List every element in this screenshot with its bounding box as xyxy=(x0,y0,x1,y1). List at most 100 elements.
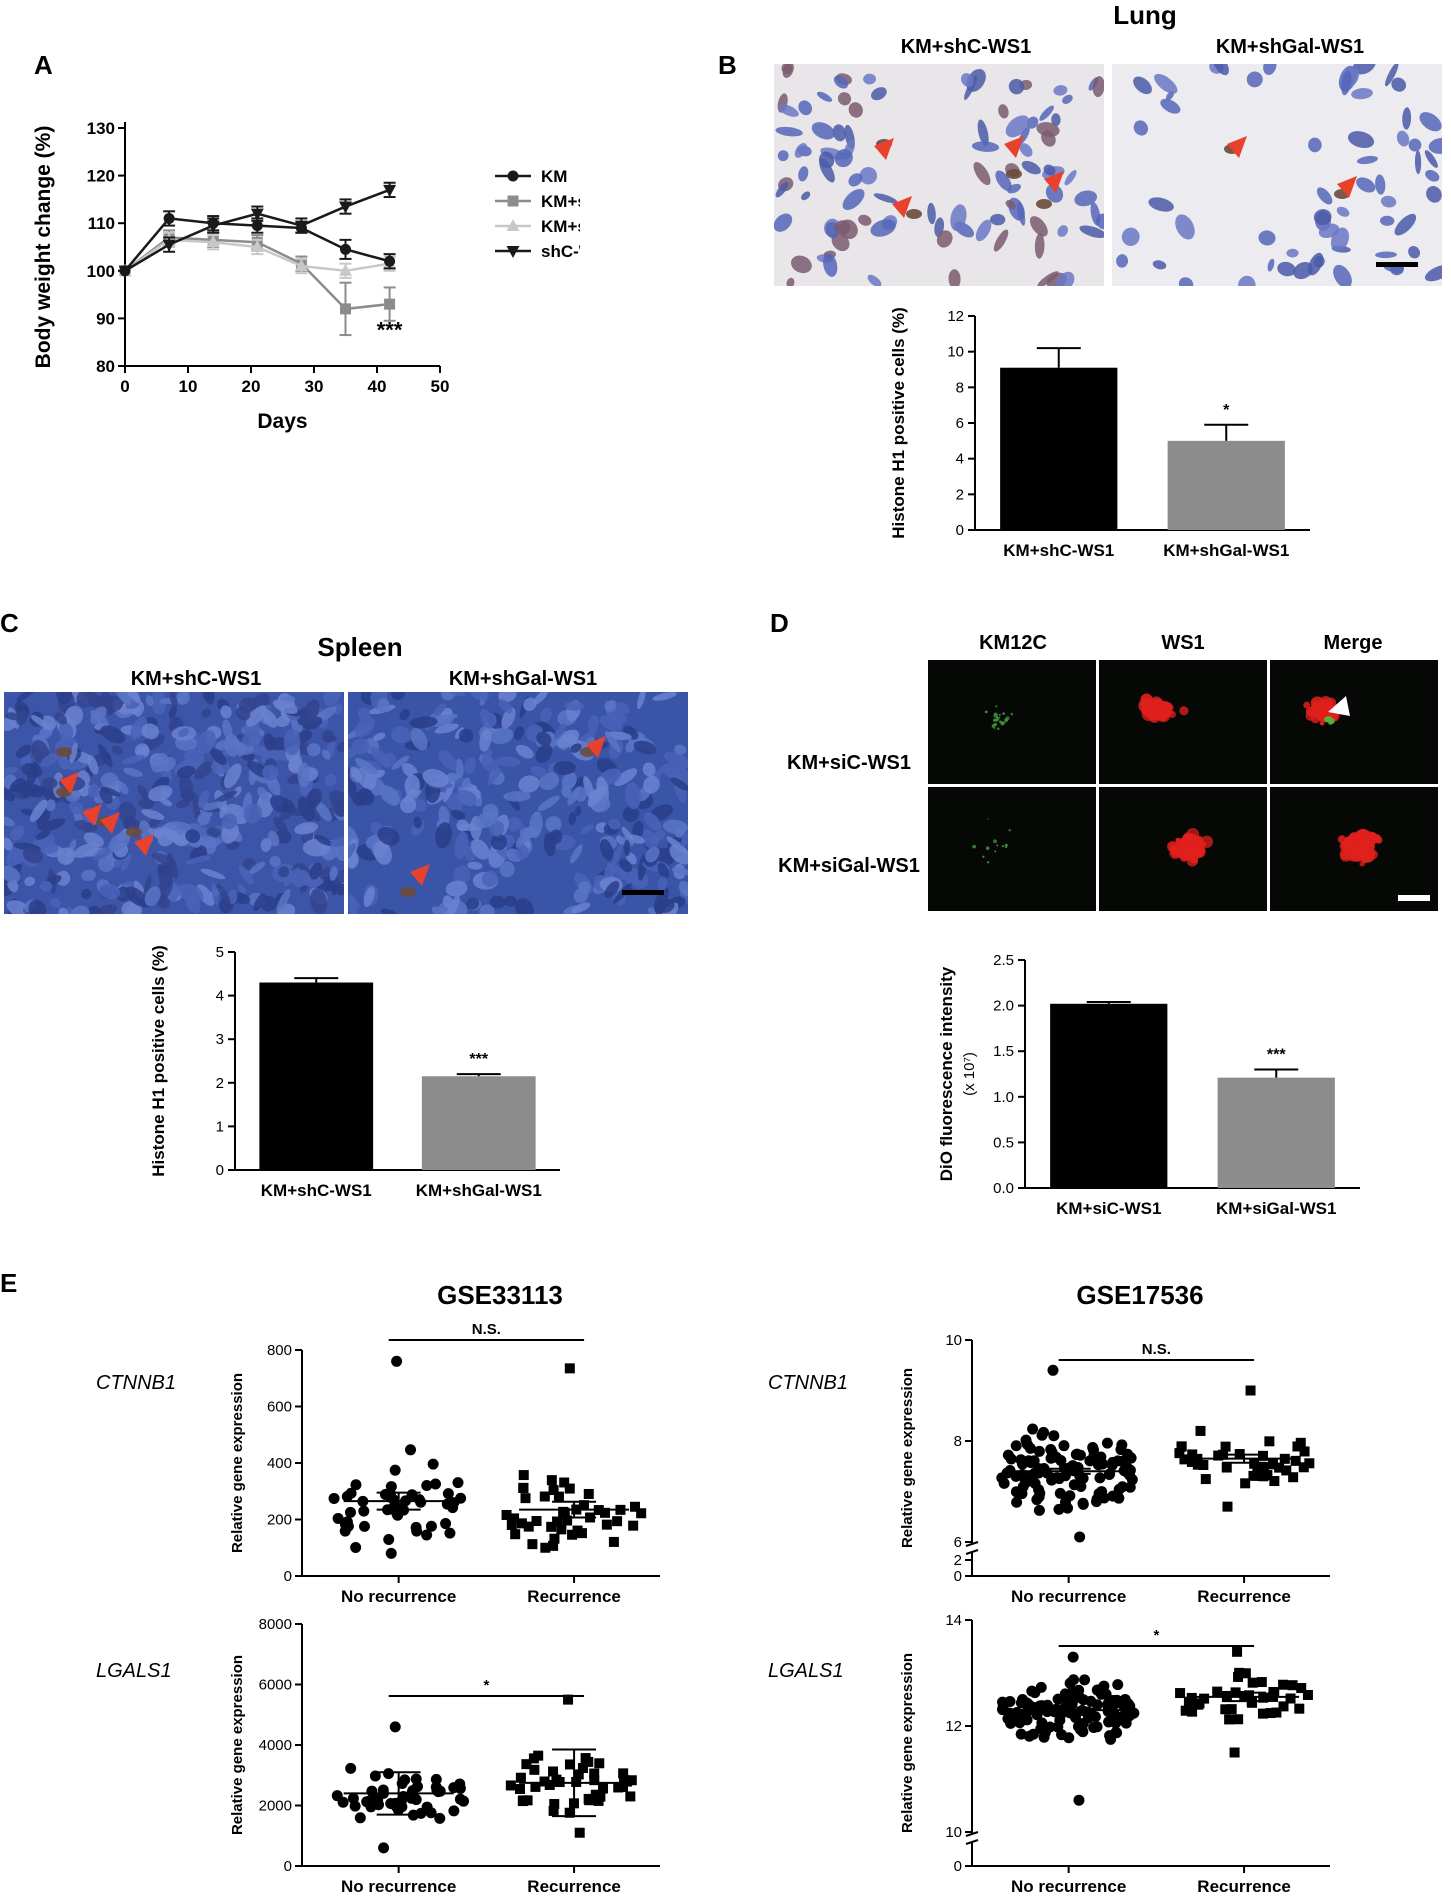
arrowhead-icon xyxy=(1044,171,1064,193)
cell-nucleus xyxy=(1074,190,1098,207)
data-point xyxy=(1125,1452,1137,1464)
cell-nucleus xyxy=(561,772,577,790)
cell-nucleus xyxy=(83,832,104,848)
fluo-image-sic-ws1 xyxy=(1099,660,1267,784)
cell-nucleus xyxy=(450,809,466,821)
cell-nucleus xyxy=(49,897,61,908)
y-tick-label: 400 xyxy=(267,1455,292,1472)
data-point xyxy=(392,1509,404,1521)
cell-nucleus xyxy=(870,219,896,237)
arrowhead-icon xyxy=(1227,136,1247,158)
data-point xyxy=(448,1805,460,1817)
y-tick-label: 12 xyxy=(945,1718,962,1735)
data-point xyxy=(1226,1704,1237,1715)
data-point xyxy=(549,1798,560,1809)
x-tick-label: KM+shGal-WS1 xyxy=(416,1181,542,1200)
cell-nucleus xyxy=(10,825,25,841)
cell-nucleus xyxy=(518,775,540,793)
y-tick-label: 120 xyxy=(87,167,115,186)
cell-nucleus xyxy=(1263,64,1277,75)
cell-nucleus xyxy=(611,844,623,868)
data-point xyxy=(509,1513,520,1524)
cell-nucleus xyxy=(540,707,552,722)
arrowhead-icon xyxy=(82,804,102,826)
cell-nucleus xyxy=(93,845,114,861)
fluorescent-cell xyxy=(1344,836,1353,845)
cell-nucleus xyxy=(125,886,148,907)
cell-nucleus xyxy=(213,790,238,804)
data-point xyxy=(1060,1693,1072,1705)
arrowhead-icon xyxy=(1004,136,1024,158)
lung-micrograph-shgal xyxy=(1112,64,1442,286)
data-point xyxy=(1034,1487,1046,1499)
cell-nucleus xyxy=(348,748,357,759)
cell-nucleus xyxy=(122,692,142,704)
y-tick-label: 200 xyxy=(267,1512,292,1529)
body-weight-line-chart: 80 90 100 110 120 130 0 10 20 30 40 50 Days Body weig… xyxy=(32,119,580,433)
legend-label: shC-WS1 xyxy=(541,242,580,261)
fluorescent-cell xyxy=(993,718,997,722)
cell-nucleus xyxy=(197,812,211,826)
data-point xyxy=(523,1521,534,1532)
data-point xyxy=(250,208,264,221)
y-tick-label: 3 xyxy=(216,1031,224,1048)
cell-nucleus xyxy=(399,709,410,721)
cell-nucleus xyxy=(678,881,688,897)
cell-nucleus xyxy=(1133,120,1149,136)
axis-break-mark xyxy=(965,1549,979,1555)
lung-image-label-1: KM+shC-WS1 xyxy=(900,36,1032,58)
fluorescent-cell xyxy=(993,723,997,727)
data-point xyxy=(1285,1693,1296,1704)
data-point xyxy=(626,1775,637,1786)
cell-nucleus xyxy=(117,781,129,795)
fluorescent-cell xyxy=(1002,712,1006,716)
cell-nucleus xyxy=(1307,252,1324,276)
data-point xyxy=(1047,1364,1059,1376)
y-tick-label: 80 xyxy=(96,357,115,376)
fluorescent-cell xyxy=(1005,716,1010,721)
data-point xyxy=(385,1547,397,1559)
cell-nucleus xyxy=(571,902,591,914)
cell-nucleus xyxy=(99,787,113,804)
data-point xyxy=(1058,1440,1070,1452)
data-point xyxy=(251,220,263,232)
cell-nucleus xyxy=(30,715,49,728)
axis-break-mark xyxy=(965,1839,979,1845)
dataset-title-gse17536: GSE17536 xyxy=(1076,1280,1204,1310)
x-tick-label: 50 xyxy=(431,377,450,396)
cell-nucleus xyxy=(438,749,458,771)
data-point xyxy=(1054,1487,1066,1499)
x-tick-label: 10 xyxy=(179,377,198,396)
data-point xyxy=(1257,1450,1268,1461)
data-point xyxy=(372,1794,384,1806)
cell-nucleus xyxy=(57,847,75,865)
cell-nucleus xyxy=(221,813,238,830)
y-tick-label: 5 xyxy=(216,944,224,961)
arrowhead-icon xyxy=(892,196,912,218)
cell-nucleus xyxy=(201,708,212,719)
cell-nucleus xyxy=(29,784,39,798)
cell-nucleus xyxy=(564,701,585,711)
cell-nucleus xyxy=(1005,200,1016,209)
cell-nucleus xyxy=(671,866,688,876)
data-point xyxy=(1014,1717,1026,1729)
cell-nucleus xyxy=(1246,71,1263,88)
data-point xyxy=(1015,1728,1027,1740)
cell-nucleus xyxy=(40,752,60,767)
data-point xyxy=(549,1533,560,1544)
cell-nucleus xyxy=(263,733,276,751)
cell-nucleus xyxy=(1008,78,1025,95)
cell-nucleus xyxy=(1095,213,1104,230)
cell-nucleus xyxy=(65,906,75,914)
data-point xyxy=(1107,1490,1119,1502)
cell-nucleus xyxy=(1424,150,1438,168)
data-point xyxy=(1059,1496,1071,1508)
cell-nucleus xyxy=(300,699,320,726)
fluo-image-sigal-km12c xyxy=(928,787,1096,911)
cell-nucleus xyxy=(283,867,301,887)
cell-nucleus xyxy=(626,852,637,865)
cell-nucleus xyxy=(533,692,548,705)
lung-histone-bar-chart: 0 2 4 6 8 10 12 KM+shC-WS1 * KM+shGal-WS1 Histone … xyxy=(889,307,1310,560)
data-point xyxy=(1274,1462,1285,1473)
dio-fluorescence-bar-chart: 0.0 0.5 1.0 1.5 2.0 2.5 KM+siC-WS1 *** KM+siGal-… xyxy=(937,952,1360,1218)
